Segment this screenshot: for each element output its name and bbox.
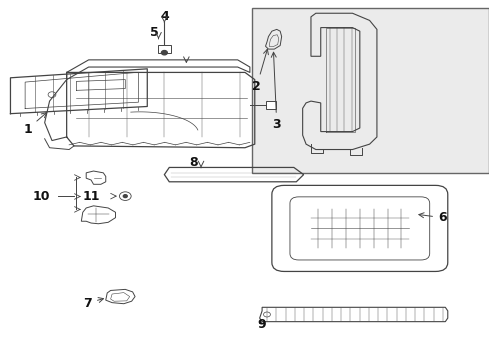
Text: 10: 10 [33,190,50,203]
Bar [266,101,276,109]
Text: 1: 1 [23,113,47,136]
Circle shape [161,50,167,55]
Circle shape [123,195,127,198]
Bar [158,45,171,53]
Text: 6: 6 [419,211,446,224]
FancyBboxPatch shape [290,197,430,260]
Text: 3: 3 [271,52,281,131]
Text: 4: 4 [160,10,169,23]
FancyBboxPatch shape [272,185,448,271]
Text: 8: 8 [189,156,198,169]
Text: 5: 5 [150,27,158,40]
Text: 7: 7 [83,297,103,310]
Text: 9: 9 [258,318,267,331]
Bar [252,8,490,173]
Text: 2: 2 [252,49,269,93]
Text: 11: 11 [83,190,100,203]
